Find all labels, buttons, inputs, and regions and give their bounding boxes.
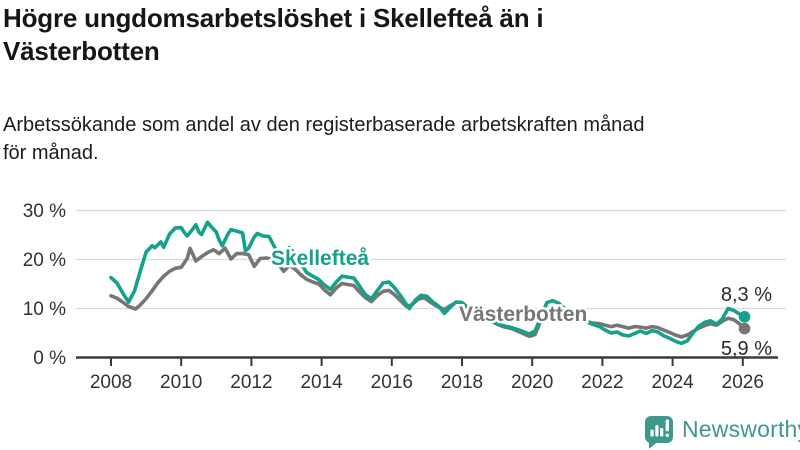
newsworthy-branding[interactable]: Newsworthy — [644, 413, 800, 449]
chart-subtitle: Arbetssökande som andel av den registerb… — [3, 111, 783, 167]
newsworthy-logo-icon — [645, 416, 673, 449]
x-tick-label: 2018 — [441, 372, 483, 393]
x-tick-label: 2010 — [160, 372, 202, 393]
y-tick-label: 0 % — [33, 348, 66, 369]
y-tick-label: 30 % — [23, 201, 66, 222]
x-tick-label: 2008 — [90, 372, 132, 393]
series-end-dot-skelleftea — [738, 311, 751, 323]
series-line-vasterbotten — [109, 246, 747, 339]
page-title: Högre ungdomsarbetslöshet i Skellefteå ä… — [3, 2, 763, 68]
x-tick-label: 2024 — [651, 372, 694, 393]
x-tick-label: 2022 — [581, 372, 623, 393]
x-tick-label: 2014 — [300, 372, 343, 393]
subtitle-line-1: Arbetssökande som andel av den registerb… — [3, 114, 645, 136]
x-tick-label: 2012 — [230, 372, 272, 393]
x-tick-label: 2026 — [722, 372, 764, 393]
end-value-label-skelleftea: 8,3 % — [721, 284, 772, 306]
subtitle-line-2: för månad. — [3, 142, 99, 164]
series-label-skelleftea: Skellefteå — [271, 247, 369, 270]
title-line-1: Högre ungdomsarbetslöshet i Skellefteå ä… — [3, 3, 544, 33]
brand-name: Newsworthy — [682, 415, 800, 442]
series-line-skelleftea — [109, 220, 747, 346]
y-tick-label: 20 % — [23, 250, 66, 271]
x-tick-label: 2016 — [371, 372, 413, 393]
y-tick-label: 10 % — [23, 299, 66, 320]
series-label-vasterbotten: Västerbotten — [459, 303, 587, 326]
title-line-2: Västerbotten — [3, 36, 160, 66]
series-end-dot-vasterbotten — [738, 322, 751, 335]
end-value-label-vasterbotten: 5,9 % — [721, 338, 772, 360]
x-tick-label: 2020 — [511, 372, 553, 393]
